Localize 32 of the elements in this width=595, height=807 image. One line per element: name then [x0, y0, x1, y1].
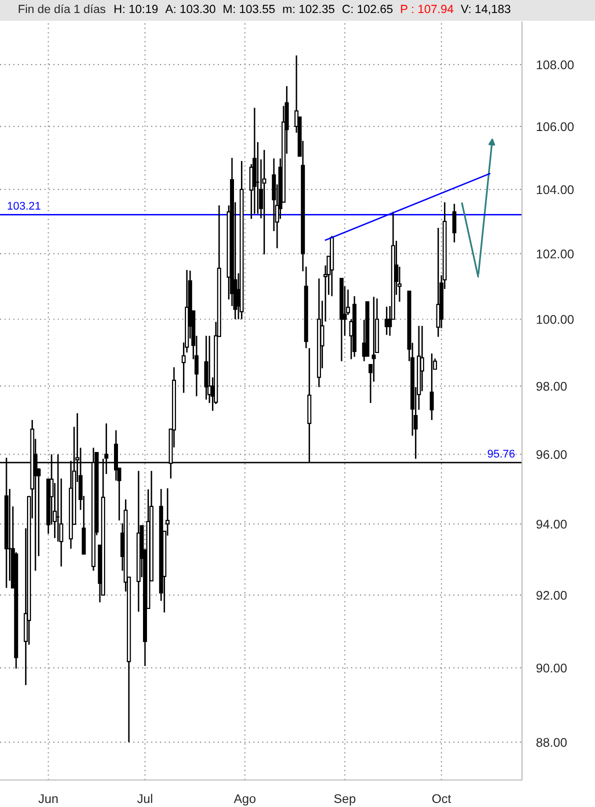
y-tick-label: 102.00 — [536, 250, 574, 258]
candlestick — [430, 352, 434, 421]
x-tick-label: Oct — [432, 794, 452, 804]
text: A: 103.30 — [165, 4, 216, 14]
candlestick — [436, 227, 440, 338]
y-tick-label: 88.00 — [536, 738, 567, 747]
candlestick — [420, 325, 424, 392]
text: M: 103.55 — [224, 4, 275, 14]
y-tick-label: 90.00 — [536, 664, 567, 672]
x-tick-label: Jul — [137, 794, 152, 804]
y-tick-label: 108.00 — [536, 60, 574, 70]
text: P : 107.94 — [401, 4, 454, 14]
ref-line-label: 95.76 — [488, 450, 515, 458]
candlestick — [262, 149, 266, 256]
y-tick-label: 92.00 — [536, 590, 567, 600]
chart-title: Fin de día 1 días — [18, 4, 106, 14]
x-tick-label: Jun — [38, 794, 58, 804]
text: V: 14,183 — [460, 4, 510, 15]
text: m: 102.35 — [283, 4, 334, 14]
text: C: 102.65 — [342, 4, 393, 14]
candlestick — [384, 306, 389, 336]
y-tick-label: 104.00 — [536, 185, 574, 194]
y-tick-label: 98.00 — [536, 382, 567, 391]
y-tick-label: 100.00 — [536, 315, 574, 324]
text: H: 10:19 — [114, 4, 158, 14]
candlestick — [452, 203, 456, 244]
x-tick-label: Sep — [334, 794, 356, 806]
y-tick-label: 96.00 — [536, 450, 567, 459]
ref-line-label: 103.21 — [8, 202, 40, 210]
y-tick-label: 94.00 — [536, 520, 567, 529]
x-tick-label: Ago — [234, 794, 256, 806]
y-tick-label: 106.00 — [536, 122, 574, 132]
